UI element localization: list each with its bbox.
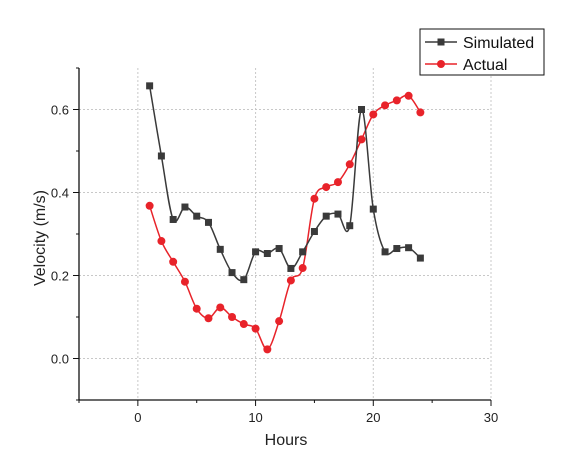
- circle-marker: [239, 320, 248, 329]
- circle-marker: [180, 277, 189, 286]
- square-marker: [252, 248, 260, 256]
- x-tick-label: 30: [484, 410, 498, 425]
- square-marker: [275, 245, 283, 253]
- circle-marker: [404, 91, 413, 100]
- square-marker: [393, 245, 401, 253]
- circle-marker: [157, 237, 166, 246]
- square-marker: [228, 269, 236, 277]
- simulated-series: [146, 82, 424, 284]
- square-marker: [416, 254, 424, 262]
- series-layer: [145, 82, 425, 354]
- circle-marker: [357, 135, 366, 144]
- square-marker: [381, 248, 389, 256]
- circle-marker: [263, 345, 272, 354]
- grid-lines: [79, 68, 492, 400]
- square-marker: [322, 212, 330, 220]
- legend-label-actual: Actual: [463, 57, 507, 74]
- square-marker: [358, 106, 366, 113]
- square-marker: [334, 210, 342, 218]
- y-tick-label: 0.2: [51, 269, 69, 284]
- circle-marker: [298, 264, 307, 273]
- circle-marker: [381, 101, 390, 110]
- circle-marker: [251, 324, 260, 333]
- y-tick-label: 0.4: [51, 186, 69, 201]
- x-axis-title: Hours: [265, 432, 308, 449]
- axes: 0 10 20 30 0.0 0.2 0.4 0.6: [51, 67, 498, 425]
- square-marker: [405, 244, 413, 252]
- square-marker: [437, 38, 445, 46]
- circle-marker: [275, 317, 284, 326]
- square-marker: [146, 82, 154, 90]
- circle-marker: [369, 110, 378, 119]
- square-marker: [299, 248, 307, 256]
- x-tick-label: 0: [134, 410, 141, 425]
- circle-marker: [228, 313, 237, 321]
- circle-marker: [192, 304, 201, 313]
- legend: Simulated Actual: [419, 28, 545, 76]
- simulated-line: [148, 85, 421, 282]
- circle-marker: [286, 276, 295, 285]
- legend-label-simulated: Simulated: [463, 35, 534, 52]
- circle-marker: [416, 108, 425, 117]
- square-marker: [169, 215, 177, 223]
- square-marker: [263, 250, 271, 258]
- actual-line: [148, 94, 421, 351]
- actual-series: [145, 91, 425, 354]
- square-marker: [369, 205, 377, 213]
- circle-marker: [333, 178, 342, 187]
- circle-marker: [145, 201, 154, 210]
- circle-marker: [322, 183, 331, 192]
- square-marker: [204, 218, 212, 226]
- circle-marker: [169, 257, 178, 266]
- circle-marker: [345, 160, 354, 169]
- circle-marker: [216, 303, 225, 312]
- square-marker: [157, 152, 165, 160]
- square-marker: [216, 245, 224, 253]
- circle-marker: [310, 194, 319, 203]
- circle-marker: [204, 314, 213, 323]
- y-tick-label: 0.0: [51, 352, 69, 367]
- square-marker: [240, 276, 248, 284]
- circle-marker: [437, 60, 445, 68]
- square-marker: [287, 264, 295, 272]
- square-marker: [346, 222, 354, 230]
- x-tick-label: 20: [366, 410, 380, 425]
- square-marker: [181, 203, 189, 211]
- y-tick-label: 0.6: [51, 103, 69, 118]
- square-marker: [193, 212, 201, 220]
- circle-marker: [392, 96, 401, 105]
- x-tick-label: 10: [248, 410, 262, 425]
- y-axis-title: Velocity (m/s): [32, 190, 49, 286]
- square-marker: [310, 228, 318, 236]
